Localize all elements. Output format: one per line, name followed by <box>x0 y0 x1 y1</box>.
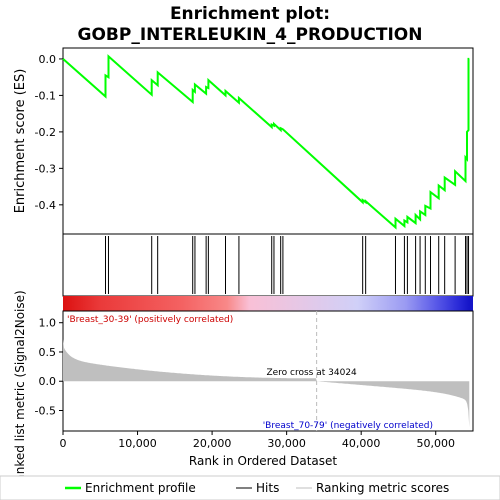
es-y-axis-label: Enrichment score (ES) <box>13 69 28 214</box>
negative-correlation-label: 'Breast_70-79' (negatively correlated) <box>263 421 433 431</box>
chart-title-line2: GOBP_INTERLEUKIN_4_PRODUCTION <box>78 25 423 45</box>
ranking-color-bar <box>63 296 473 311</box>
ranking-metric-area <box>63 339 470 428</box>
legend: Enrichment profile Hits Ranking metric sco… <box>65 481 449 495</box>
enrichment-profile-line <box>62 54 470 230</box>
x-tick-label: 20,000 <box>193 437 232 450</box>
legend-label: Ranking metric scores <box>316 481 449 495</box>
es-y-tick-label: -0.2 <box>35 126 56 139</box>
metric-y-tick-label: 0.0 <box>39 375 57 388</box>
es-y-tick-label: -0.3 <box>35 162 56 175</box>
x-tick-label: 40,000 <box>342 437 381 450</box>
x-axis: 0 10,000 20,000 30,000 40,000 50,000 <box>60 431 455 450</box>
es-y-tick-label: -0.4 <box>35 199 56 212</box>
zero-cross-label: Zero cross at 34024 <box>266 368 357 378</box>
metric-y-tick-label: 1.0 <box>39 317 57 330</box>
x-tick-label: 50,000 <box>416 437 455 450</box>
x-tick-label: 0 <box>60 437 67 450</box>
legend-label: Enrichment profile <box>85 481 196 495</box>
x-tick-label: 30,000 <box>267 437 306 450</box>
chart-title-line1: Enrichment plot: <box>170 4 330 24</box>
es-panel-frame <box>62 47 474 235</box>
x-tick-label: 10,000 <box>118 437 157 450</box>
metric-y-tick-label: -0.5 <box>35 405 56 418</box>
positive-correlation-label: 'Breast_30-39' (positively correlated) <box>67 315 233 325</box>
metric-y-axis-label: Ranked list metric (Signal2Noise) <box>13 290 27 489</box>
es-y-tick-label: 0.0 <box>39 53 57 66</box>
hits-panel-frame <box>62 233 474 297</box>
es-y-axis: 0.0 -0.1 -0.2 -0.3 -0.4 <box>35 53 63 212</box>
metric-y-axis: 1.0 0.5 0.0 -0.5 <box>35 317 63 418</box>
es-y-tick-label: -0.1 <box>35 89 56 102</box>
metric-y-tick-label: 0.5 <box>39 346 57 359</box>
hits-group <box>104 236 470 294</box>
legend-label: Hits <box>256 481 279 495</box>
x-axis-label: Rank in Ordered Dataset <box>189 454 337 468</box>
